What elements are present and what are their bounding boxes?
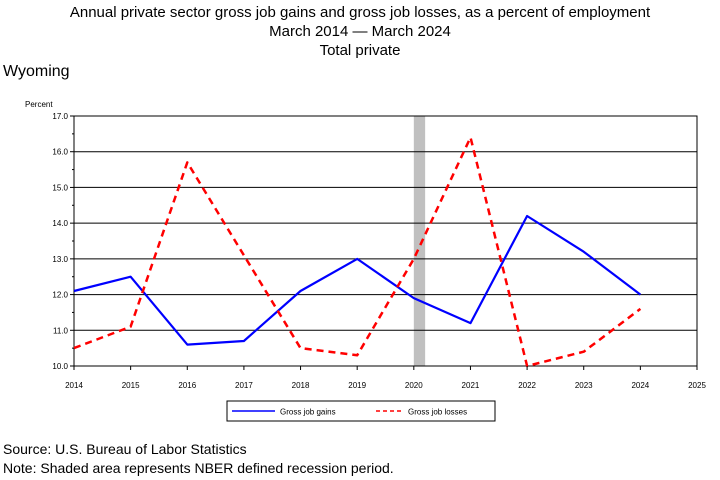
x-tick-label: 2019 [348,381,366,390]
y-tick-label: 14.0 [52,219,68,228]
legend-label-losses: Gross job losses [408,408,467,417]
region-label: Wyoming [3,63,70,80]
legend-label-gains: Gross job gains [280,408,336,417]
y-axis-label: Percent [25,100,53,109]
x-tick-label: 2014 [65,381,83,390]
recession-shading [413,116,426,366]
legend: Gross job gains Gross job losses [226,400,496,422]
x-tick-label: 2015 [122,381,140,390]
x-tick-label: 2017 [235,381,253,390]
chart-subtitle: March 2014 — March 2024 [269,23,451,40]
plot-frame [73,115,698,367]
y-tick-label: 17.0 [52,112,68,121]
y-tick-label: 10.0 [52,362,68,371]
y-tick-label: 12.0 [52,291,68,300]
series-line-losses [73,136,642,368]
legend-box [226,400,496,422]
x-tick-label: 2016 [178,381,196,390]
x-tick-label: 2018 [292,381,310,390]
y-tick-label: 15.0 [52,183,68,192]
x-tick-label: 2025 [688,381,706,390]
x-tick-label: 2022 [518,381,536,390]
y-tick-label: 11.0 [53,326,69,335]
x-tick-label: 2021 [462,381,480,390]
x-tick-label: 2024 [631,381,649,390]
chart-title: Annual private sector gross job gains an… [69,4,651,21]
x-tick-label: 2020 [405,381,423,390]
source-note: Source: U.S. Bureau of Labor Statistics [3,441,247,457]
y-tick-label: 13.0 [52,255,68,264]
series-line-gains [73,214,642,346]
x-tick-label: 2023 [575,381,593,390]
recession-note: Note: Shaded area represents NBER define… [3,460,394,476]
y-tick-label: 16.0 [52,148,68,157]
chart-subtitle-industry: Total private [319,42,401,59]
